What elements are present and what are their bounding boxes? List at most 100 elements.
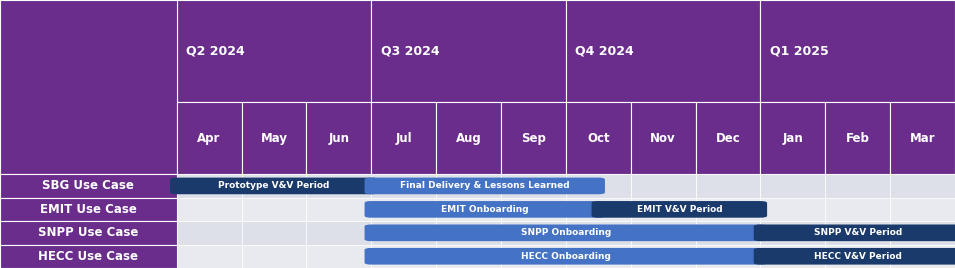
Text: Jan: Jan — [782, 132, 803, 144]
FancyBboxPatch shape — [760, 221, 825, 244]
FancyBboxPatch shape — [501, 198, 565, 221]
FancyBboxPatch shape — [371, 102, 436, 174]
FancyBboxPatch shape — [177, 174, 242, 198]
FancyBboxPatch shape — [177, 244, 242, 268]
FancyBboxPatch shape — [371, 198, 436, 221]
FancyBboxPatch shape — [825, 244, 890, 268]
FancyBboxPatch shape — [753, 248, 955, 265]
FancyBboxPatch shape — [565, 0, 760, 102]
FancyBboxPatch shape — [890, 198, 955, 221]
FancyBboxPatch shape — [0, 198, 177, 221]
FancyBboxPatch shape — [565, 221, 630, 244]
FancyBboxPatch shape — [436, 174, 501, 198]
Text: Aug: Aug — [456, 132, 481, 144]
FancyBboxPatch shape — [760, 102, 825, 174]
FancyBboxPatch shape — [565, 244, 630, 268]
Text: SNPP Use Case: SNPP Use Case — [38, 226, 138, 239]
Text: EMIT Use Case: EMIT Use Case — [40, 203, 137, 216]
FancyBboxPatch shape — [242, 244, 307, 268]
FancyBboxPatch shape — [760, 198, 825, 221]
Text: HECC V&V Period: HECC V&V Period — [814, 252, 902, 261]
Text: EMIT V&V Period: EMIT V&V Period — [637, 205, 722, 214]
Text: Jun: Jun — [329, 132, 350, 144]
FancyBboxPatch shape — [242, 174, 307, 198]
FancyBboxPatch shape — [695, 221, 760, 244]
FancyBboxPatch shape — [307, 198, 371, 221]
FancyBboxPatch shape — [501, 102, 565, 174]
Text: Prototype V&V Period: Prototype V&V Period — [219, 181, 329, 191]
FancyBboxPatch shape — [630, 198, 695, 221]
FancyBboxPatch shape — [695, 174, 760, 198]
FancyBboxPatch shape — [242, 198, 307, 221]
FancyBboxPatch shape — [177, 221, 242, 244]
FancyBboxPatch shape — [0, 0, 177, 174]
FancyBboxPatch shape — [242, 221, 307, 244]
FancyBboxPatch shape — [825, 221, 890, 244]
Text: SNPP V&V Period: SNPP V&V Period — [814, 228, 902, 237]
FancyBboxPatch shape — [0, 221, 177, 244]
Text: Mar: Mar — [910, 132, 935, 144]
Text: HECC Use Case: HECC Use Case — [38, 250, 138, 263]
FancyBboxPatch shape — [0, 174, 177, 198]
FancyBboxPatch shape — [371, 0, 565, 102]
FancyBboxPatch shape — [242, 102, 307, 174]
Text: Feb: Feb — [846, 132, 870, 144]
FancyBboxPatch shape — [307, 244, 371, 268]
Text: SBG Use Case: SBG Use Case — [42, 179, 135, 192]
Text: Q3 2024: Q3 2024 — [381, 44, 439, 57]
FancyBboxPatch shape — [177, 0, 371, 102]
FancyBboxPatch shape — [890, 221, 955, 244]
FancyBboxPatch shape — [365, 178, 605, 194]
Text: Q4 2024: Q4 2024 — [576, 44, 634, 57]
Text: Apr: Apr — [198, 132, 221, 144]
FancyBboxPatch shape — [371, 244, 436, 268]
FancyBboxPatch shape — [825, 102, 890, 174]
FancyBboxPatch shape — [760, 174, 825, 198]
FancyBboxPatch shape — [695, 198, 760, 221]
Text: Final Delivery & Lessons Learned: Final Delivery & Lessons Learned — [400, 181, 569, 191]
FancyBboxPatch shape — [890, 174, 955, 198]
Text: May: May — [261, 132, 287, 144]
Text: Nov: Nov — [650, 132, 676, 144]
FancyBboxPatch shape — [436, 221, 501, 244]
FancyBboxPatch shape — [591, 201, 767, 218]
Text: Oct: Oct — [587, 132, 609, 144]
FancyBboxPatch shape — [825, 174, 890, 198]
FancyBboxPatch shape — [365, 201, 605, 218]
FancyBboxPatch shape — [501, 221, 565, 244]
FancyBboxPatch shape — [170, 178, 378, 194]
FancyBboxPatch shape — [825, 198, 890, 221]
FancyBboxPatch shape — [365, 248, 767, 265]
FancyBboxPatch shape — [565, 102, 630, 174]
FancyBboxPatch shape — [371, 174, 436, 198]
Text: Jul: Jul — [395, 132, 412, 144]
FancyBboxPatch shape — [436, 198, 501, 221]
FancyBboxPatch shape — [371, 221, 436, 244]
FancyBboxPatch shape — [501, 174, 565, 198]
FancyBboxPatch shape — [177, 102, 242, 174]
FancyBboxPatch shape — [436, 244, 501, 268]
FancyBboxPatch shape — [890, 102, 955, 174]
Text: Q2 2024: Q2 2024 — [186, 44, 245, 57]
Text: Q1 2025: Q1 2025 — [770, 44, 829, 57]
FancyBboxPatch shape — [695, 102, 760, 174]
FancyBboxPatch shape — [307, 102, 371, 174]
FancyBboxPatch shape — [501, 244, 565, 268]
FancyBboxPatch shape — [307, 221, 371, 244]
FancyBboxPatch shape — [630, 221, 695, 244]
FancyBboxPatch shape — [760, 244, 825, 268]
Text: EMIT Onboarding: EMIT Onboarding — [441, 205, 528, 214]
FancyBboxPatch shape — [436, 102, 501, 174]
Text: Sep: Sep — [521, 132, 546, 144]
FancyBboxPatch shape — [307, 174, 371, 198]
FancyBboxPatch shape — [695, 244, 760, 268]
FancyBboxPatch shape — [565, 174, 630, 198]
FancyBboxPatch shape — [630, 174, 695, 198]
Text: SNPP Onboarding: SNPP Onboarding — [520, 228, 611, 237]
FancyBboxPatch shape — [630, 102, 695, 174]
FancyBboxPatch shape — [753, 225, 955, 241]
FancyBboxPatch shape — [177, 198, 242, 221]
FancyBboxPatch shape — [760, 0, 955, 102]
FancyBboxPatch shape — [0, 244, 177, 268]
FancyBboxPatch shape — [365, 225, 767, 241]
